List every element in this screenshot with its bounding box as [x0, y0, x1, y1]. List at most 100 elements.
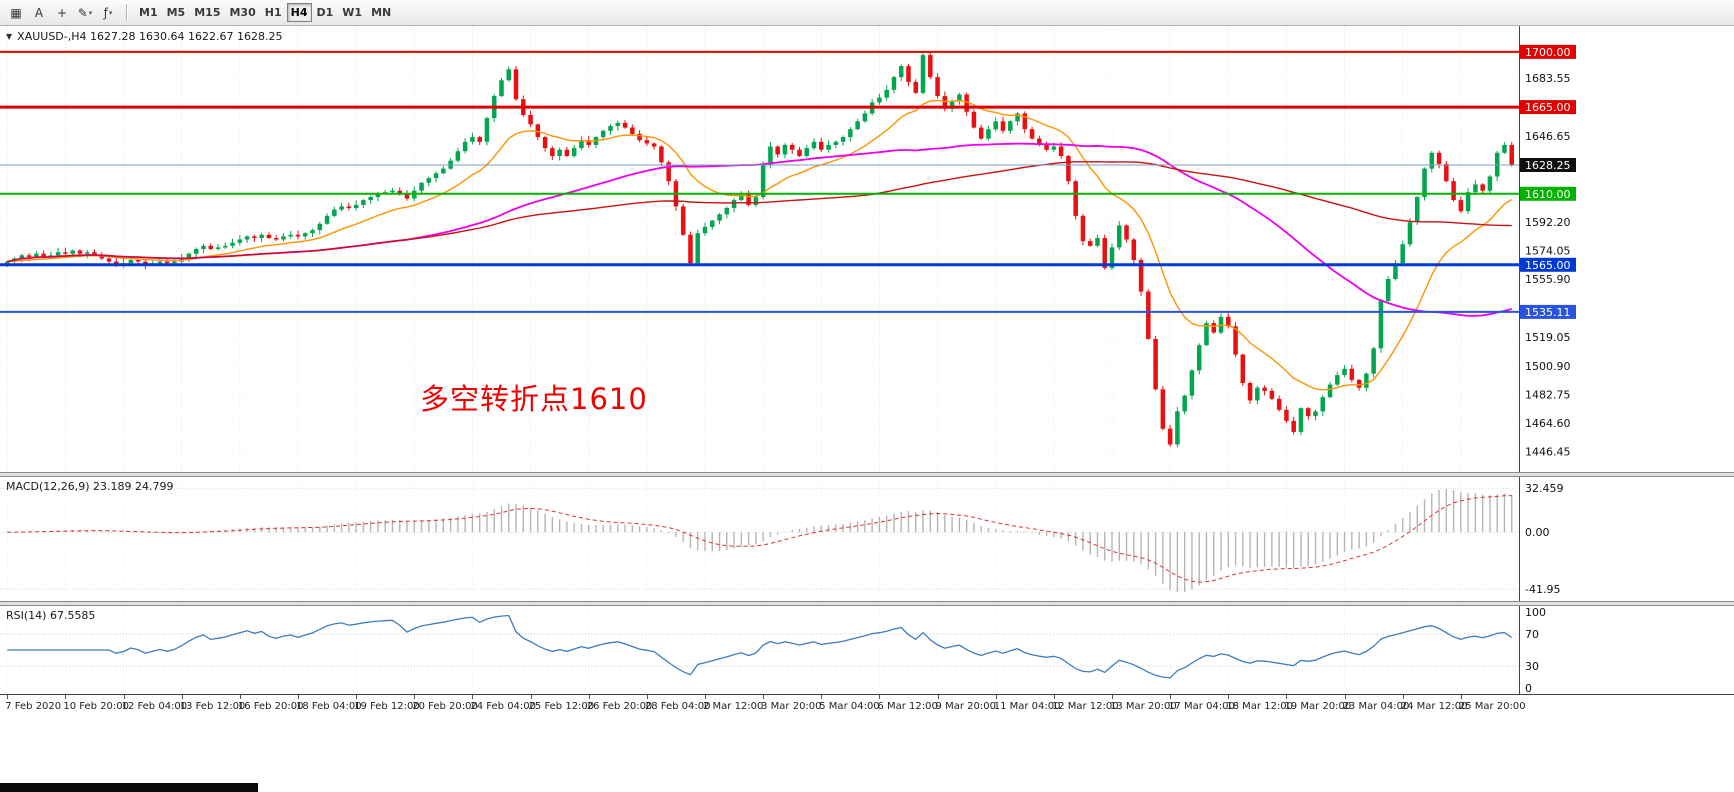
price-tag: 1665.00 [1520, 100, 1576, 115]
svg-text:1700.00: 1700.00 [1525, 46, 1571, 59]
rsi-axis[interactable]: 100 70 30 0 [1519, 606, 1547, 694]
time-label: 25 Feb 12:00 [528, 701, 595, 712]
time-label: 18 Mar 12:00 [1226, 701, 1294, 712]
time-label: 12 Mar 12:00 [1051, 701, 1119, 712]
time-tick [181, 695, 183, 699]
time-label: 26 Feb 20:00 [586, 701, 653, 712]
time-label: 11 Mar 04:00 [993, 701, 1061, 712]
tf-button-h4[interactable]: H4 [286, 3, 312, 22]
time-tick [1112, 695, 1113, 699]
candles-layer [5, 51, 1514, 448]
time-label: 2 Mar 12:00 [702, 701, 764, 712]
time-label: 13 Mar 20:00 [1110, 701, 1177, 712]
time-tick [297, 695, 299, 699]
time-label: 24 Feb 04:00 [470, 701, 537, 712]
timeframe-toolbar: M1 M5 M15 M30 H1 H4 D1 W1 MN [135, 3, 395, 22]
tf-button-m1[interactable]: M1 [135, 3, 162, 22]
time-label: 23 Mar 04:00 [1342, 701, 1410, 712]
time-tick [1228, 695, 1230, 699]
tf-button-m15[interactable]: M15 [190, 3, 224, 22]
crosshair-icon[interactable]: + [56, 5, 68, 20]
panel-splitter[interactable] [0, 472, 1734, 477]
svg-text:32.459: 32.459 [1525, 482, 1564, 495]
time-tick [1170, 695, 1172, 699]
time-tick [472, 695, 474, 699]
time-label: 3 Mar 20:00 [761, 701, 822, 712]
levels-layer [0, 50, 1519, 313]
price-tag: 1535.11 [1520, 304, 1576, 319]
time-tick [356, 695, 358, 699]
time-label: 5 Mar 04:00 [819, 701, 880, 712]
svg-text:1646.65: 1646.65 [1525, 130, 1571, 143]
macd-canvas[interactable]: 32.459 0.00 -41.95 [0, 477, 1734, 601]
symbol-info: ▼ XAUUSD-,H4 1627.28 1630.64 1622.67 162… [6, 30, 282, 43]
grid-layer [0, 26, 1519, 472]
svg-text:70: 70 [1525, 628, 1539, 641]
text-tool-icon[interactable]: A [34, 5, 44, 20]
tf-button-mn[interactable]: MN [367, 3, 395, 22]
panel-splitter[interactable] [0, 601, 1734, 606]
price-axis[interactable]: 1683.55 1646.65 1592.20 1574.05 1555.90 1519.… [1519, 26, 1577, 472]
svg-text:1446.45: 1446.45 [1525, 446, 1571, 459]
time-tick [414, 695, 416, 699]
time-tick [1286, 695, 1288, 699]
time-tick [821, 695, 823, 699]
time-tick [1460, 695, 1462, 699]
time-axis[interactable]: 7 Feb 2020 10 Feb 20:00 12 Feb 04:00 13 Feb… [0, 694, 1734, 718]
toolbar-separator [126, 4, 128, 21]
time-label: 18 Feb 04:00 [295, 701, 362, 712]
time-label: 28 Feb 04:00 [644, 701, 711, 712]
macd-signal-line [7, 495, 1512, 583]
time-tick [1053, 695, 1055, 699]
grid-layer [0, 606, 1519, 694]
draw-tools-icon[interactable]: ✎ ▾ [77, 5, 93, 20]
time-tick [123, 695, 125, 699]
time-label: 9 Mar 20:00 [935, 701, 996, 712]
symbol-ohlc-text: XAUUSD-,H4 1627.28 1630.64 1622.67 1628.… [17, 30, 283, 43]
svg-text:1665.00: 1665.00 [1525, 101, 1571, 114]
tf-button-h1[interactable]: H1 [261, 3, 286, 22]
time-label: 12 Feb 04:00 [121, 701, 188, 712]
time-label: 25 Mar 20:00 [1458, 701, 1526, 712]
time-label: 10 Feb 20:00 [63, 701, 130, 712]
rsi-canvas[interactable]: 100 70 30 0 [0, 606, 1734, 694]
time-tick [937, 695, 939, 699]
svg-text:1683.55: 1683.55 [1525, 72, 1571, 85]
grid-layer [0, 477, 1519, 601]
rsi-panel: 100 70 30 0 RSI(14) 67.5585 [0, 606, 1734, 694]
tf-button-d1[interactable]: D1 [313, 3, 338, 22]
svg-text:1565.00: 1565.00 [1525, 259, 1571, 272]
tf-button-w1[interactable]: W1 [338, 3, 366, 22]
tf-button-m30[interactable]: M30 [225, 3, 259, 22]
svg-text:1592.20: 1592.20 [1525, 216, 1571, 229]
tf-button-m5[interactable]: M5 [163, 3, 190, 22]
main-chart-canvas[interactable]: 1683.55 1646.65 1592.20 1574.05 1555.90 1519.… [0, 26, 1734, 472]
time-label: 6 Mar 12:00 [877, 701, 938, 712]
time-label: 17 Mar 04:00 [1168, 701, 1235, 712]
time-tick [995, 695, 997, 699]
time-tick [65, 695, 67, 699]
time-tick [763, 695, 765, 699]
price-tag: 1565.00 [1520, 257, 1576, 272]
time-label: 20 Feb 20:00 [412, 701, 478, 712]
time-tick [239, 695, 241, 699]
time-label: 19 Mar 20:00 [1284, 701, 1352, 712]
time-tick [646, 695, 648, 699]
time-label: 24 Mar 12:00 [1400, 701, 1468, 712]
rsi-label: RSI(14) 67.5585 [6, 609, 96, 622]
new-chart-icon[interactable]: ▦ [10, 5, 22, 20]
indicators-icon[interactable]: ƒ ▾ [103, 5, 113, 20]
svg-text:1555.90: 1555.90 [1525, 273, 1571, 286]
svg-text:1519.05: 1519.05 [1525, 331, 1571, 344]
bottom-strip [0, 783, 258, 792]
rsi-line [7, 614, 1513, 679]
time-label: 13 Feb 12:00 [179, 701, 246, 712]
tool-icons-group: ▦ A + ✎ ▾ ƒ ▾ [5, 2, 119, 24]
chart-expander-icon[interactable]: ▼ [6, 32, 13, 41]
svg-text:1535.11: 1535.11 [1525, 306, 1571, 319]
svg-text:1574.05: 1574.05 [1525, 245, 1571, 258]
time-tick [1402, 695, 1404, 699]
svg-text:0.00: 0.00 [1525, 526, 1550, 539]
time-tick [588, 695, 590, 699]
macd-axis[interactable]: 32.459 0.00 -41.95 [1519, 477, 1564, 601]
